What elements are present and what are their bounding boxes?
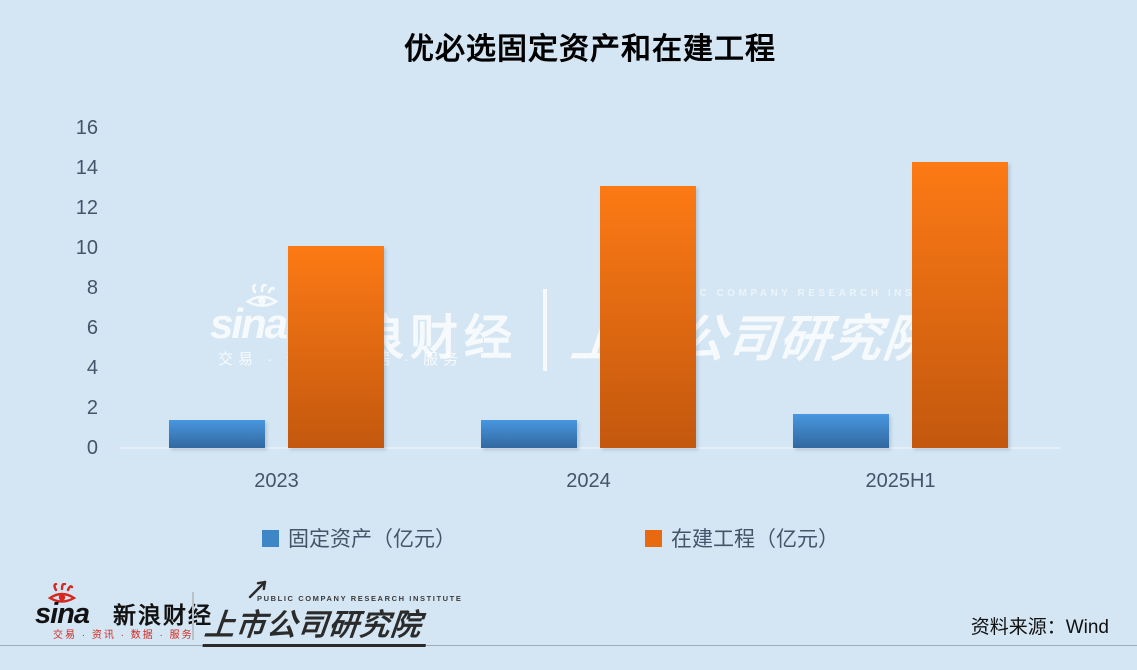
- institute-text: 上市公司研究院: [202, 600, 431, 647]
- bar-construction-2024: [600, 186, 696, 448]
- plot-area: [120, 128, 1060, 449]
- bar-fixed-assets-2023: [169, 420, 265, 448]
- legend-swatch-icon: [262, 529, 279, 547]
- legend-swatch-icon: [645, 529, 662, 547]
- y-tick-label: 8: [86, 277, 98, 299]
- sina-wordmark: sina: [35, 598, 90, 630]
- sina-tagline: 交易 · 资讯 · 数据 · 服务: [53, 630, 194, 641]
- x-category-label: 2023: [254, 470, 299, 492]
- y-tick-label: 16: [75, 117, 98, 139]
- footer-divider-line: [0, 645, 1137, 646]
- bar-construction-2023: [288, 246, 384, 448]
- legend-label: 固定资产（亿元）: [288, 527, 456, 551]
- y-tick-label: 6: [86, 317, 98, 339]
- x-axis-line: [120, 447, 1060, 449]
- footer-logo-divider: [192, 592, 194, 640]
- x-category-label: 2024: [566, 470, 611, 492]
- y-tick-label: 0: [86, 437, 98, 459]
- bar-fixed-assets-2024: [481, 420, 577, 448]
- legend-label: 在建工程（亿元）: [671, 527, 839, 551]
- y-tick-label: 14: [75, 157, 98, 179]
- sina-eye-icon: [47, 582, 77, 612]
- y-tick-label: 12: [75, 197, 98, 219]
- bar-construction-2025H1: [912, 162, 1008, 448]
- y-tick-label: 2: [86, 397, 98, 419]
- chart-title: 优必选固定资产和在建工程: [404, 33, 776, 66]
- legend-item: 固定资产（亿元）: [262, 523, 456, 553]
- x-category-label: 2025H1: [865, 470, 936, 492]
- data-source-label: 资料来源：Wind: [970, 617, 1109, 638]
- arrow-up-icon: [247, 579, 269, 604]
- y-tick-label: 10: [75, 237, 98, 259]
- bar-fixed-assets-2025H1: [793, 414, 889, 448]
- legend-item: 在建工程（亿元）: [645, 523, 839, 553]
- sina-finance-text: 新浪财经: [113, 602, 213, 628]
- y-tick-label: 4: [86, 357, 98, 379]
- institute-en-text: PUBLIC COMPANY RESEARCH INSTITUTE: [257, 594, 463, 603]
